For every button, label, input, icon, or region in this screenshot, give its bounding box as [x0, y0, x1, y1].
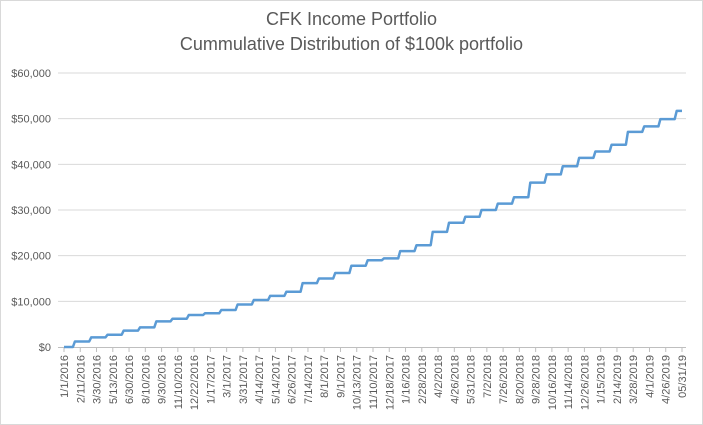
- x-tick-label: 4/26/2019: [661, 355, 673, 404]
- y-tick-label: $50,000: [11, 114, 51, 126]
- x-tick-label: 4/14/2017: [254, 355, 266, 404]
- y-tick-label: $40,000: [11, 159, 51, 171]
- x-axis-ticks: 1/1/2016 2/11/2016 3/30/2016 5/13/2016 6/30/…: [59, 347, 689, 410]
- x-tick-label: 4/26/2018: [449, 355, 461, 404]
- chart-title: CFK Income Portfolio: [265, 9, 438, 29]
- x-tick-label: 1/17/2017: [205, 355, 217, 404]
- x-tick-label: 8/1/2017: [319, 355, 331, 398]
- x-tick-label: 11/14/2018: [563, 355, 575, 409]
- x-tick-label: 5/14/2017: [270, 355, 282, 404]
- series-line-0: [64, 109, 682, 349]
- series-layer: [64, 109, 682, 349]
- x-tick-label: 2/14/2019: [612, 355, 624, 404]
- x-tick-label: 12/26/2018: [579, 355, 591, 410]
- x-tick-label: 10/16/2018: [547, 355, 559, 410]
- x-tick-label: 5/31/2018: [466, 355, 478, 404]
- x-tick-label: 3/1/2017: [222, 355, 234, 398]
- x-tick-label: 4/2/2018: [433, 355, 445, 398]
- x-tick-label: 6/26/2017: [287, 355, 299, 404]
- x-tick-label: 3/31/2017: [238, 355, 250, 404]
- y-tick-label: $30,000: [11, 205, 51, 217]
- x-tick-label: 11/10/2017: [368, 355, 380, 409]
- x-tick-label: 1/16/2018: [401, 355, 413, 404]
- x-tick-label: 3/30/2016: [92, 355, 104, 404]
- chart-subtitle: Cummulative Distribution of $100k portfo…: [179, 34, 524, 54]
- x-tick-label: 6/30/2016: [124, 355, 136, 404]
- x-tick-label: 7/2/2018: [482, 355, 494, 398]
- x-tick-label: 8/10/2016: [140, 355, 152, 404]
- y-tick-label: $60,000: [11, 68, 51, 80]
- x-tick-label: 1/15/2019: [596, 355, 608, 404]
- y-tick-label: $10,000: [11, 296, 51, 308]
- x-tick-label: 9/1/2017: [335, 355, 347, 398]
- x-tick-label: 05/31/19: [677, 355, 689, 398]
- y-tick-label: $0: [39, 342, 51, 354]
- x-tick-label: 1/1/2016: [59, 355, 71, 398]
- x-tick-label: 10/13/2017: [352, 355, 364, 410]
- x-tick-label: 9/30/2016: [157, 355, 169, 404]
- gridlines: [58, 72, 686, 302]
- x-tick-label: 2/28/2018: [417, 355, 429, 404]
- x-tick-label: 2/11/2016: [75, 355, 87, 403]
- y-tick-label: $20,000: [11, 251, 51, 263]
- x-tick-label: 4/1/2019: [644, 355, 656, 398]
- x-tick-label: 7/14/2017: [303, 355, 315, 404]
- x-tick-label: 8/20/2018: [514, 355, 526, 404]
- y-axis-ticks: $0 $10,000 $20,000 $30,000 $40,000 $50,000 $60…: [11, 68, 51, 354]
- x-tick-label: 9/28/2018: [531, 355, 543, 404]
- x-tick-label: 12/22/2016: [189, 355, 201, 410]
- x-tick-label: 5/13/2016: [108, 355, 120, 404]
- x-tick-label: 11/10/2016: [173, 355, 185, 409]
- x-tick-label: 3/28/2019: [628, 355, 640, 404]
- x-tick-label: 12/18/2017: [384, 355, 396, 410]
- x-tick-label: 7/26/2018: [498, 355, 510, 404]
